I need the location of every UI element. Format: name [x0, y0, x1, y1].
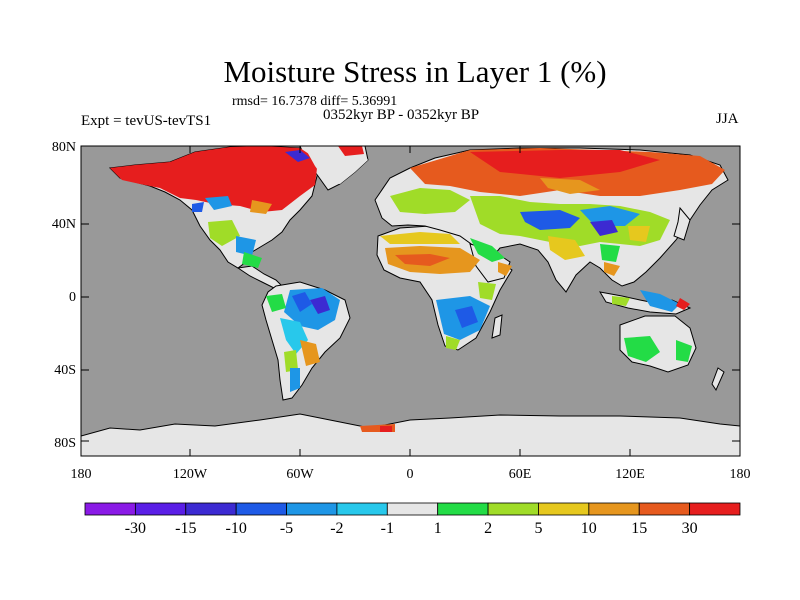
map-title: Moisture Stress in Layer 1 (%): [223, 54, 607, 89]
colorbar-swatch: [386, 502, 439, 516]
colorbar-swatch: [84, 502, 136, 516]
colorbar-swatch: [235, 502, 287, 516]
colorbar-label: -10: [225, 520, 247, 537]
colorbar-label: -5: [279, 520, 294, 537]
japan: [673, 206, 691, 241]
anomaly-patches: [110, 146, 725, 432]
colorbar: [84, 502, 741, 516]
colorbar-label: 30: [681, 520, 698, 537]
colorbar-label: 10: [580, 520, 597, 537]
colorbar-label: 1: [433, 520, 442, 537]
y-tick-label: 80S: [54, 436, 76, 451]
axis-ticks: [80, 145, 741, 456]
colorbar-swatch: [336, 502, 388, 516]
colorbar-label: 2: [484, 520, 493, 537]
antarctica: [81, 413, 740, 456]
season-label: JJA: [716, 111, 739, 127]
colorbar-swatch: [588, 502, 640, 516]
new-zealand: [711, 367, 725, 392]
experiment-line: Expt = tevUS-tevTS1: [81, 113, 212, 129]
colorbar-label: -30: [124, 520, 147, 537]
y-tick-label: 80N: [51, 140, 76, 155]
colorbar-swatch: [134, 502, 187, 516]
colorbar-swatch: [638, 502, 691, 516]
colorbar-label: 5: [534, 520, 543, 537]
colorbar-label: -1: [380, 520, 394, 537]
colorbar-swatch: [286, 502, 338, 516]
x-tick-label: 120E: [615, 467, 645, 482]
colorbar-swatch: [538, 502, 590, 516]
x-tick-label: 60E: [508, 467, 532, 482]
x-tick-label: 180: [729, 467, 751, 482]
x-tick-label: 120W: [172, 467, 208, 482]
colorbar-label: -2: [330, 520, 344, 537]
x-tick-label: 180: [70, 467, 92, 482]
colorbar-label: -15: [175, 520, 197, 537]
colorbar-swatch: [437, 502, 489, 516]
colorbar-swatch: [689, 502, 741, 516]
colorbar-label: 15: [631, 520, 648, 537]
y-tick-label: 40S: [54, 363, 76, 378]
stats-line: rmsd= 16.7378 diff= 5.36991: [232, 94, 398, 109]
y-tick-label: 0: [69, 290, 76, 305]
colorbar-swatch: [185, 502, 237, 516]
y-tick-label: 40N: [51, 217, 76, 232]
colorbar-swatch: [487, 502, 539, 516]
madagascar: [491, 314, 503, 339]
period-line: 0352kyr BP - 0352kyr BP: [323, 107, 480, 123]
x-tick-label: 60W: [286, 467, 314, 482]
x-tick-label: 0: [406, 467, 414, 482]
